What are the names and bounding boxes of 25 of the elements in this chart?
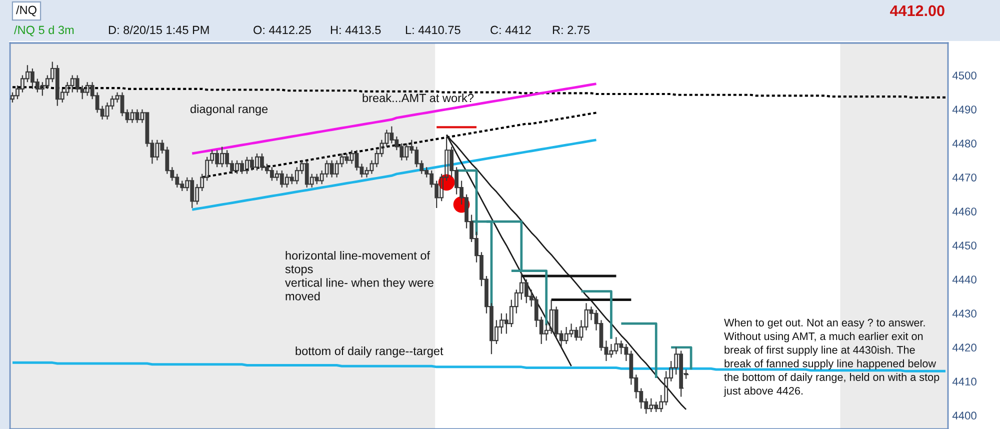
text: L: 4410.75 bbox=[406, 26, 460, 34]
text: 4412.00 bbox=[890, 5, 944, 16]
annotation: break...AMT at work? bbox=[362, 94, 474, 102]
y-tick-label: 4490 bbox=[952, 106, 976, 114]
y-tick-label: 4420 bbox=[952, 344, 976, 352]
text: D: 8/20/15 1:45 PM bbox=[108, 26, 209, 34]
y-tick-label: 4430 bbox=[952, 310, 976, 318]
text: R: 2.75 bbox=[552, 26, 590, 34]
y-tick-label: 4460 bbox=[952, 208, 976, 216]
y-tick-label: 4440 bbox=[952, 276, 976, 284]
y-tick-label: 4450 bbox=[952, 242, 976, 250]
annotation: diagonal range bbox=[190, 104, 268, 116]
y-tick-label: 4500 bbox=[952, 72, 976, 80]
y-tick-label: 4470 bbox=[952, 174, 976, 182]
text: O: 4412.25 bbox=[254, 26, 311, 34]
text: C: 4412 bbox=[490, 26, 531, 34]
chart-subtitle: /NQ 5 d 3m bbox=[14, 26, 74, 36]
annotation: horizontal line-movement of stops vertical line- when they were moved bbox=[285, 251, 434, 300]
annotation: When to get out. Not an easy ? to answer. Without using AMT, a much earlier exit on break of first supply line at 4430ish. The break of fanned supply line happened below the bottom of daily range, held on with a stop just above 4426. bbox=[724, 318, 940, 397]
y-tick-label: 4480 bbox=[952, 140, 976, 148]
text: H: 4413.5 bbox=[330, 26, 381, 34]
chart-title: /NQ bbox=[16, 6, 36, 16]
y-tick-label: 4400 bbox=[952, 412, 976, 420]
y-tick-label: 4410 bbox=[952, 378, 976, 386]
annotation: bottom of daily range--target bbox=[296, 346, 444, 358]
